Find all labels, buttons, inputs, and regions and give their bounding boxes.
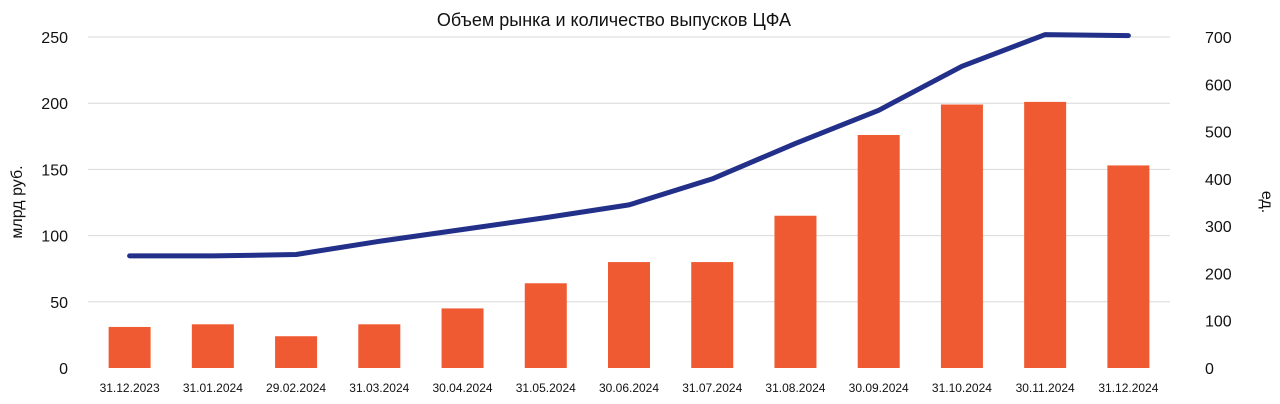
bar [940,104,983,369]
bar [108,326,151,368]
x-tick-label: 31.07.2024 [682,381,742,395]
x-tick-label: 31.10.2024 [932,381,992,395]
x-tick-label: 29.02.2024 [266,381,326,395]
x-tick-label: 31.05.2024 [516,381,576,395]
bar [191,324,234,368]
x-tick-label: 31.03.2024 [349,381,409,395]
y-tick-label: 250 [41,30,68,47]
y-tick-label: 200 [41,96,68,113]
x-tick-label: 30.04.2024 [433,381,493,395]
bar [524,283,567,368]
y2-axis-ticks: 0 100 200 300 400 500 600 700 [1205,30,1232,378]
bar [1024,101,1067,368]
x-tick-label: 30.11.2024 [1016,381,1075,395]
y2-tick-label: 500 [1205,125,1232,142]
y2-tick-label: 400 [1205,172,1232,189]
bars [108,101,1150,369]
x-tick-label: 30.09.2024 [849,381,909,395]
y-axis-ticks: 0 50 100 150 200 250 [41,30,68,378]
y2-tick-label: 700 [1205,30,1232,47]
y-tick-label: 0 [59,361,68,378]
y2-axis-label: ед. [1258,191,1275,213]
bar [857,134,900,368]
y2-tick-label: 200 [1205,266,1232,283]
bar [608,262,650,368]
bar [1107,165,1150,368]
y-axis-label: млрд руб. [9,165,26,238]
bar [358,324,401,368]
x-axis-ticks: 31.12.2023 31.01.2024 29.02.2024 31.03.2024… [100,381,1159,395]
y2-tick-label: 300 [1205,219,1232,236]
bar [774,215,817,368]
y-tick-label: 150 [41,162,68,179]
y2-tick-label: 600 [1205,77,1232,94]
y2-tick-label: 100 [1205,314,1232,331]
bar [691,262,734,368]
grid [88,36,1170,303]
x-tick-label: 31.12.2023 [100,381,160,395]
chart-title: Объем рынка и количество выпусков ЦФА [437,10,791,30]
x-tick-label: 31.08.2024 [765,381,825,395]
line-series [127,32,1131,259]
x-tick-label: 30.06.2024 [599,381,659,395]
bar [441,308,484,368]
y2-tick-label: 0 [1205,361,1214,378]
x-tick-label: 31.12.2024 [1098,381,1158,395]
y-tick-label: 100 [41,229,68,246]
x-tick-label: 31.01.2024 [183,381,243,395]
y-tick-label: 50 [50,295,68,312]
bar [275,336,318,368]
line-series-path [127,32,1131,259]
